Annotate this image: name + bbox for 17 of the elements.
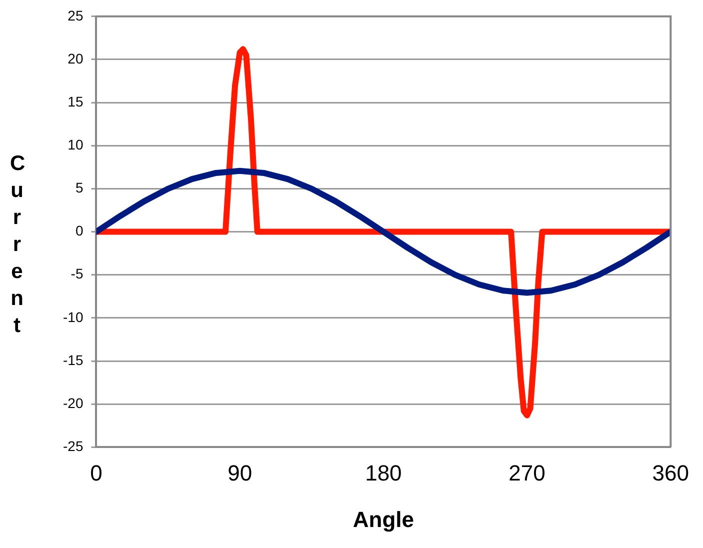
x-tick-label: 90: [228, 460, 252, 486]
y-tick-label: -20: [63, 394, 84, 411]
y-tick-label: 10: [68, 136, 84, 152]
y-axis-title: Current: [10, 151, 26, 339]
y-tick-label: -25: [63, 438, 84, 454]
y-tick-label: -10: [63, 308, 84, 325]
y-tick-label: -5: [70, 266, 84, 282]
x-tick-label: 180: [365, 460, 402, 486]
y-tick-label: 25: [68, 7, 84, 24]
x-axis-title: Angle: [352, 506, 414, 532]
y-tick-label: 15: [68, 93, 84, 110]
x-tick-label: 360: [652, 460, 690, 486]
y-tick-label: 5: [75, 180, 84, 196]
y-tick-label: 20: [68, 50, 84, 66]
y-tick-label: 0: [75, 222, 84, 239]
x-tick-label: 270: [508, 460, 546, 486]
y-tick-label: -15: [63, 352, 84, 368]
